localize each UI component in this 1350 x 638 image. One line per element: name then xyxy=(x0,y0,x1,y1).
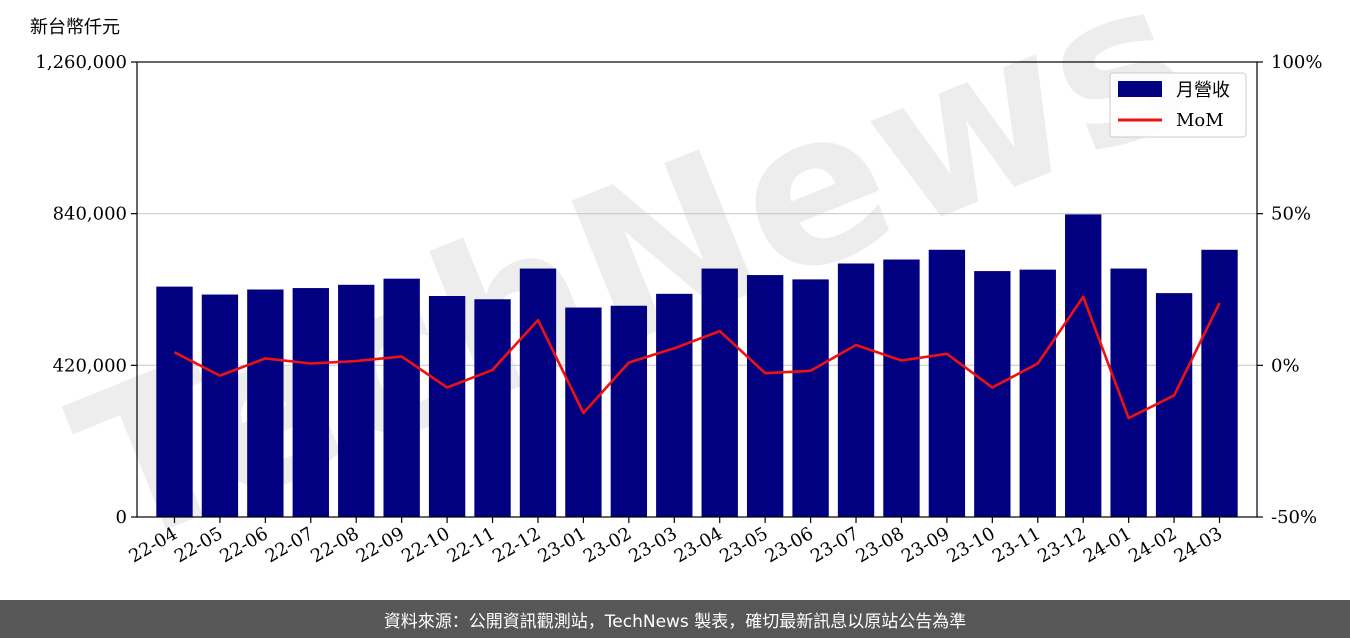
line-series xyxy=(173,295,1221,420)
revenue-bar xyxy=(338,284,375,517)
revenue-bar xyxy=(792,279,829,517)
x-tick-label: 23-06 xyxy=(762,523,817,567)
revenue-bar xyxy=(974,271,1011,517)
revenue-bar xyxy=(1110,268,1147,517)
x-tick-label: 22-12 xyxy=(489,523,544,567)
revenue-bar xyxy=(610,305,648,517)
x-tick-label: 23-08 xyxy=(853,523,908,567)
revenue-bar xyxy=(928,249,966,517)
x-tick-label: 24-01 xyxy=(1080,523,1135,567)
revenue-bar xyxy=(1155,293,1193,517)
x-tick-label: 23-04 xyxy=(671,523,726,567)
x-tick-label: 22-08 xyxy=(307,523,362,567)
x-tick-label: 23-10 xyxy=(943,523,998,567)
revenue-bar xyxy=(746,275,784,517)
x-tick-label: 23-05 xyxy=(716,523,771,567)
source-footer: 資料來源：公開資訊觀測站，TechNews 製表，確切最新訊息以原站公告為準 xyxy=(0,600,1350,638)
x-tick-label: 23-02 xyxy=(580,523,635,567)
x-tick-label: 24-03 xyxy=(1171,523,1226,567)
x-tick-label: 23-09 xyxy=(898,523,953,567)
bar-series xyxy=(156,214,1238,517)
legend-label-revenue: 月營收 xyxy=(1176,80,1230,101)
x-tick-label: 24-02 xyxy=(1125,523,1180,567)
legend-label-mom: MoM xyxy=(1176,110,1224,131)
y-axis-right: -50% 0% 50% 100% xyxy=(1257,52,1322,528)
y-left-tick-label: 840,000 xyxy=(53,204,127,225)
y-axis-left: 0 420,000 840,000 1,260,000 xyxy=(35,52,137,528)
revenue-bar xyxy=(519,268,557,517)
legend: 月營收 MoM xyxy=(1109,72,1247,138)
y-left-tick-label: 420,000 xyxy=(53,355,127,376)
revenue-bar xyxy=(292,288,329,517)
x-tick-label: 22-09 xyxy=(353,523,408,567)
revenue-bar xyxy=(247,289,284,517)
y-right-tick-label: 100% xyxy=(1271,52,1322,73)
revenue-bar xyxy=(474,299,511,517)
revenue-bar xyxy=(428,296,466,517)
x-tick-label: 23-12 xyxy=(1034,523,1089,567)
revenue-bar xyxy=(383,278,420,517)
y-right-tick-label: 50% xyxy=(1271,204,1311,225)
x-tick-label: 23-07 xyxy=(807,523,862,567)
revenue-bar xyxy=(156,286,193,517)
y-right-tick-label: 0% xyxy=(1271,355,1300,376)
revenue-bar xyxy=(1201,249,1238,517)
revenue-bar xyxy=(1065,214,1102,517)
x-tick-label: 23-11 xyxy=(989,523,1044,567)
x-tick-label: 22-10 xyxy=(398,523,453,567)
footer-text: 資料來源：公開資訊觀測站，TechNews 製表，確切最新訊息以原站公告為準 xyxy=(383,611,967,632)
x-tick-label: 23-01 xyxy=(534,523,589,567)
revenue-bar xyxy=(201,294,239,517)
y-left-tick-label: 1,260,000 xyxy=(35,52,127,73)
revenue-bar xyxy=(837,263,875,517)
revenue-bar xyxy=(701,268,738,517)
revenue-bar xyxy=(656,293,693,517)
x-tick-label: 23-03 xyxy=(625,523,680,567)
y-left-tick-label: 0 xyxy=(116,507,127,528)
revenue-bar xyxy=(883,259,920,517)
mom-line xyxy=(173,295,1221,420)
revenue-bar xyxy=(1019,269,1056,517)
x-tick-label: 22-11 xyxy=(444,523,499,567)
y-right-tick-label: -50% xyxy=(1271,507,1317,528)
legend-swatch-bar xyxy=(1118,81,1162,97)
plot-frame xyxy=(136,61,1258,518)
y-unit-label: 新台幣仟元 xyxy=(30,17,120,38)
